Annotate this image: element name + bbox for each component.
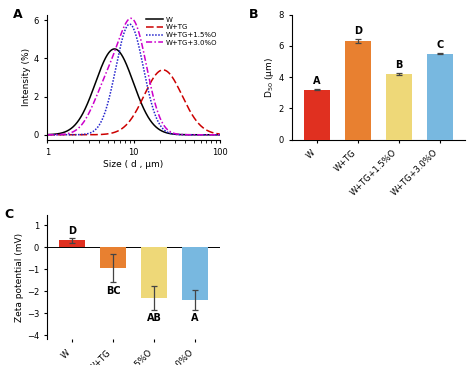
Bar [304, 89, 329, 139]
W+TG+1.5%O [55, 132, 61, 137]
Text: A: A [313, 76, 320, 86]
W+TG+1.5%O [149, 104, 155, 108]
W+TG [45, 132, 50, 137]
Y-axis label: Intensity (%): Intensity (%) [22, 48, 31, 106]
W+TG [160, 68, 166, 72]
Text: C: C [436, 40, 444, 50]
W+TG [149, 78, 155, 82]
W+TG+1.5%O [45, 132, 50, 137]
Y-axis label: Zeta potential (mV): Zeta potential (mV) [15, 233, 24, 322]
W+TG+3.0%O [175, 132, 181, 137]
Line: W+TG: W+TG [47, 70, 220, 135]
W+TG+3.0%O [45, 132, 50, 137]
W [217, 132, 223, 137]
W [145, 114, 151, 119]
W+TG [217, 132, 223, 136]
W+TG [55, 132, 61, 137]
Y-axis label: D$_{50}$ (μm): D$_{50}$ (μm) [263, 57, 276, 97]
Legend: W, W+TG, W+TG+1.5%O, W+TG+3.0%O: W, W+TG, W+TG+1.5%O, W+TG+3.0%O [146, 17, 218, 46]
W [193, 132, 199, 137]
W+TG+3.0%O [155, 109, 160, 113]
Text: A: A [13, 8, 23, 22]
W+TG [155, 71, 160, 75]
W+TG+1.5%O [217, 132, 223, 137]
Bar [182, 247, 208, 300]
W+TG+3.0%O [145, 69, 151, 74]
Bar [345, 41, 371, 139]
W [45, 132, 50, 137]
Bar [386, 74, 411, 139]
Text: A: A [191, 313, 199, 323]
W+TG+3.0%O [217, 132, 223, 137]
Bar [59, 241, 85, 247]
Text: D: D [68, 226, 76, 236]
Text: C: C [4, 208, 13, 221]
W+TG+3.0%O [149, 90, 155, 95]
W+TG+1.5%O [155, 118, 160, 122]
Bar [141, 247, 167, 298]
Text: D: D [354, 27, 362, 36]
X-axis label: Size ( d , μm): Size ( d , μm) [103, 160, 164, 169]
W+TG+1.5%O [145, 86, 151, 90]
W+TG [193, 118, 199, 123]
W+TG+3.0%O [128, 16, 134, 20]
W+TG+1.5%O [127, 22, 132, 26]
W+TG+1.5%O [175, 132, 181, 137]
Text: AB: AB [146, 313, 162, 323]
Line: W: W [47, 49, 220, 135]
Line: W+TG+3.0%O: W+TG+3.0%O [47, 18, 220, 135]
W+TG [175, 86, 181, 90]
W+TG [145, 87, 150, 91]
W+TG+3.0%O [193, 132, 199, 137]
W [155, 126, 160, 130]
W [112, 47, 118, 51]
W [149, 121, 155, 125]
W+TG+1.5%O [193, 132, 199, 137]
Line: W+TG+1.5%O: W+TG+1.5%O [47, 24, 220, 135]
W [175, 132, 181, 137]
Text: B: B [395, 60, 402, 70]
Bar [427, 54, 453, 139]
Text: BC: BC [106, 286, 120, 296]
W+TG+3.0%O [55, 132, 61, 137]
Bar [100, 247, 126, 268]
W [55, 131, 61, 136]
Text: B: B [249, 8, 258, 22]
